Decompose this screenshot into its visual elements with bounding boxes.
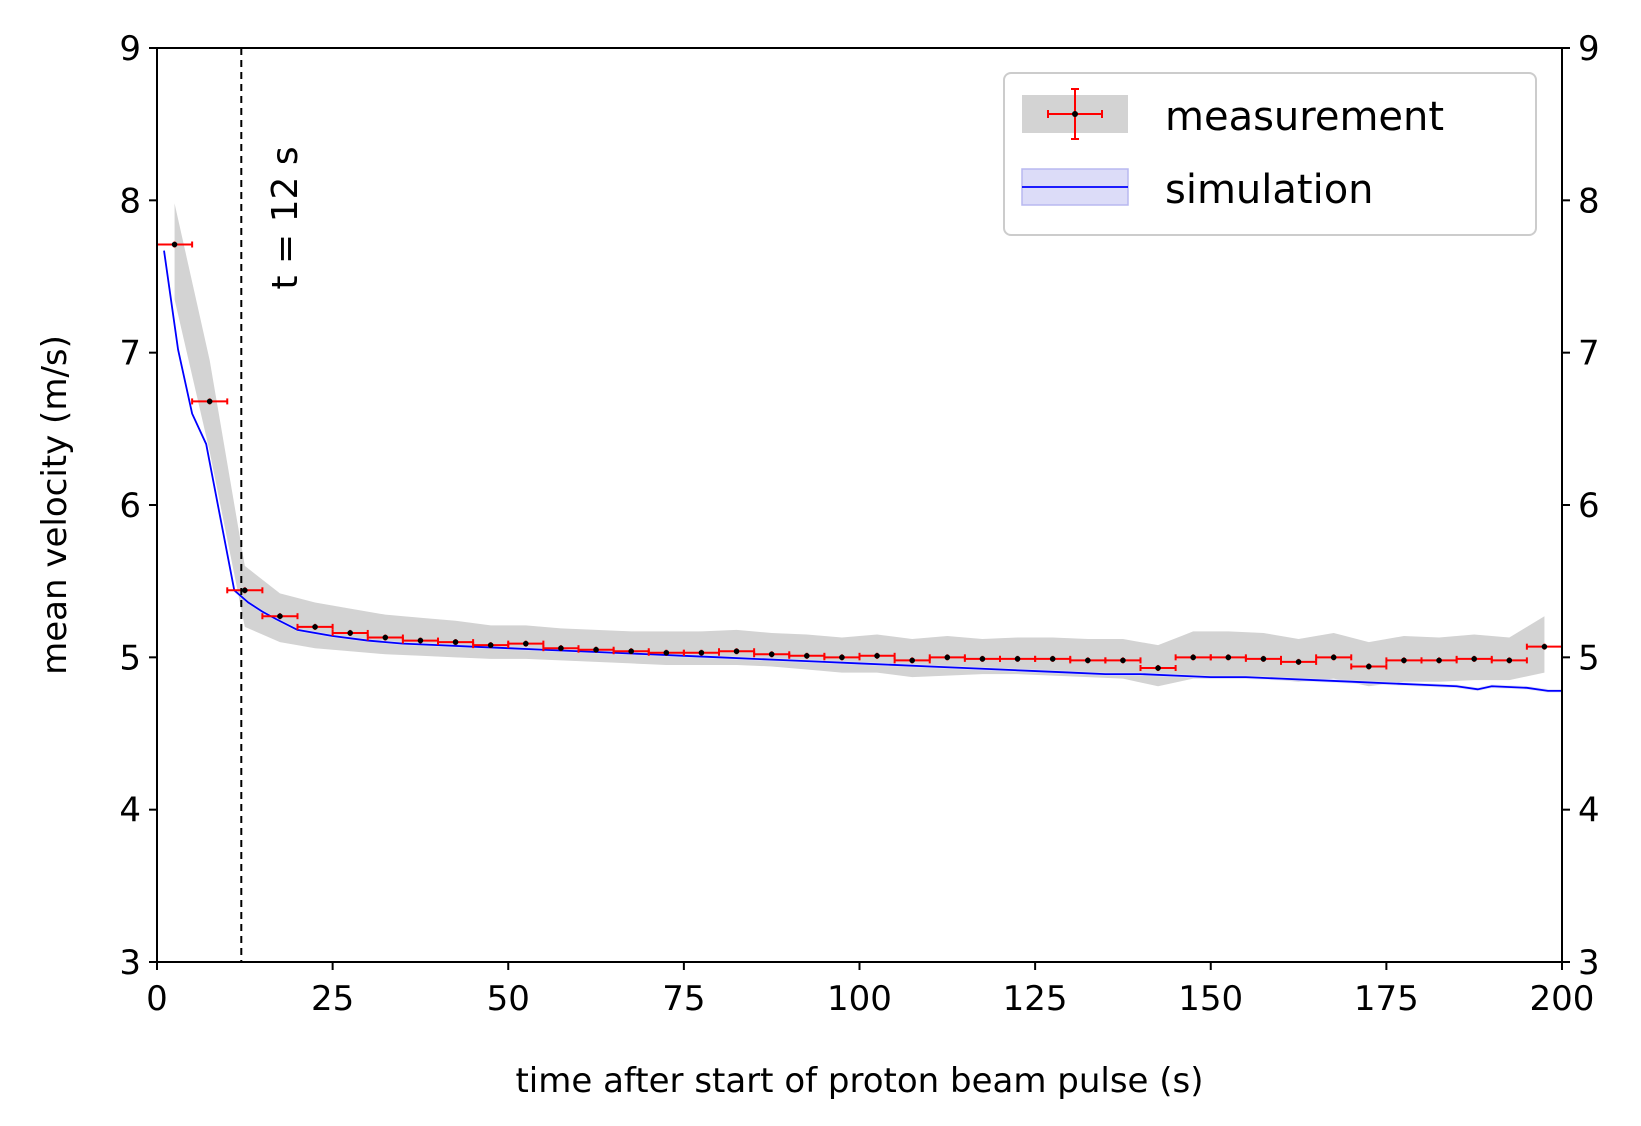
measurement-marker <box>1260 656 1267 662</box>
measurement-marker <box>1014 656 1021 662</box>
measurement-point <box>191 398 229 405</box>
measurement-point <box>1490 657 1528 664</box>
x-tick-label: 125 <box>1003 979 1068 1019</box>
measurement-point <box>718 648 756 655</box>
measurement-marker <box>523 640 529 647</box>
measurement-point <box>1139 664 1177 672</box>
measurement-marker <box>944 654 951 661</box>
measurement-point <box>157 241 194 248</box>
measurement-point <box>331 629 369 637</box>
y-tick-label-right: 9 <box>1578 29 1600 69</box>
measurement-marker <box>874 653 880 659</box>
measurement-marker <box>277 613 283 620</box>
measurement-point <box>261 613 299 620</box>
measurement-point <box>858 652 896 659</box>
x-axis-label: time after start of proton beam pulse (s… <box>515 1061 1203 1101</box>
x-tick-label: 25 <box>311 979 354 1019</box>
y-tick-label-left: 6 <box>119 486 141 526</box>
y-tick-label-left: 4 <box>119 791 141 831</box>
measurement-marker <box>593 646 599 653</box>
measurement-point <box>893 657 931 664</box>
simulation-line <box>163 250 1562 692</box>
measurement-marker <box>909 657 915 664</box>
measurement-marker <box>804 653 810 659</box>
plot-area <box>157 203 1562 693</box>
measurement-marker <box>1471 656 1477 662</box>
measurement-marker <box>171 241 178 248</box>
measurement-point <box>1104 657 1142 664</box>
measurement-marker <box>1155 665 1161 671</box>
measurement-marker <box>1330 654 1337 661</box>
legend: measurement simulation <box>1003 72 1537 236</box>
measurement-point <box>1525 643 1562 650</box>
measurement-marker <box>452 639 459 645</box>
x-tick-label: 175 <box>1354 979 1419 1019</box>
y-tick-label-left: 9 <box>119 29 141 69</box>
measurement-marker <box>206 398 213 405</box>
measurement-marker <box>839 654 845 661</box>
y-tick-label-right: 3 <box>1578 943 1600 983</box>
y-tick-label-left: 5 <box>119 638 141 678</box>
y-tick-label-right: 8 <box>1578 181 1600 221</box>
measurement-point <box>788 652 826 659</box>
legend-frame <box>1003 72 1537 236</box>
measurement-marker <box>558 645 564 651</box>
y-tick-label-left: 8 <box>119 181 141 221</box>
x-tick-label: 75 <box>662 979 705 1019</box>
measurement-marker <box>1366 663 1372 670</box>
y-tick-label-right: 4 <box>1578 791 1600 831</box>
measurement-point <box>1350 663 1388 670</box>
measurement-marker <box>242 587 248 594</box>
measurement-marker <box>1295 659 1302 665</box>
measurement-marker <box>312 624 318 630</box>
measurement-point <box>1420 657 1458 664</box>
measurement-point <box>542 645 580 652</box>
measurement-marker <box>698 649 705 656</box>
measurement-point <box>1315 654 1353 661</box>
measurement-marker <box>1541 643 1548 650</box>
measurement-point <box>226 587 264 594</box>
legend-label-simulation: simulation <box>1165 167 1374 213</box>
legend-label-measurement: measurement <box>1165 94 1444 140</box>
measurement-marker <box>979 656 986 662</box>
measurement-marker <box>382 634 389 641</box>
measurement-marker <box>1085 657 1091 664</box>
x-tick-label: 50 <box>487 979 530 1019</box>
measurement-marker <box>1436 657 1442 664</box>
y-axis-label: mean velocity (m/s) <box>35 335 75 675</box>
measurement-marker <box>1506 657 1513 664</box>
measurement-marker <box>487 642 494 648</box>
measurement-marker <box>1401 657 1407 664</box>
measurement-marker <box>1225 654 1232 661</box>
x-tick-label: 100 <box>827 979 892 1019</box>
measurement-band <box>174 203 1545 687</box>
measurement-marker <box>347 630 353 636</box>
x-tick-label: 0 <box>146 979 168 1019</box>
legend-handle-marker <box>1072 111 1078 117</box>
measurement-marker <box>1190 654 1196 661</box>
measurement-marker <box>1120 657 1126 664</box>
x-tick-label: 150 <box>1178 979 1243 1019</box>
x-tick-label: 200 <box>1530 979 1595 1019</box>
measurement-marker <box>663 649 670 656</box>
y-tick-label-right: 6 <box>1578 486 1600 526</box>
measurement-point <box>577 646 615 653</box>
measurement-marker <box>1049 656 1056 662</box>
measurement-point <box>472 642 510 649</box>
measurement-point <box>928 654 966 661</box>
measurement-marker <box>768 651 775 658</box>
y-tick-label-left: 7 <box>119 334 141 374</box>
measurement-marker <box>733 648 740 655</box>
measurement-point <box>296 623 334 630</box>
y-tick-label-right: 7 <box>1578 334 1600 374</box>
y-tick-label-right: 5 <box>1578 638 1600 678</box>
vline-annotation: t = 12 s <box>265 146 306 289</box>
measurement-marker <box>417 637 424 644</box>
measurement-marker <box>628 648 634 655</box>
y-tick-label-left: 3 <box>119 943 141 983</box>
